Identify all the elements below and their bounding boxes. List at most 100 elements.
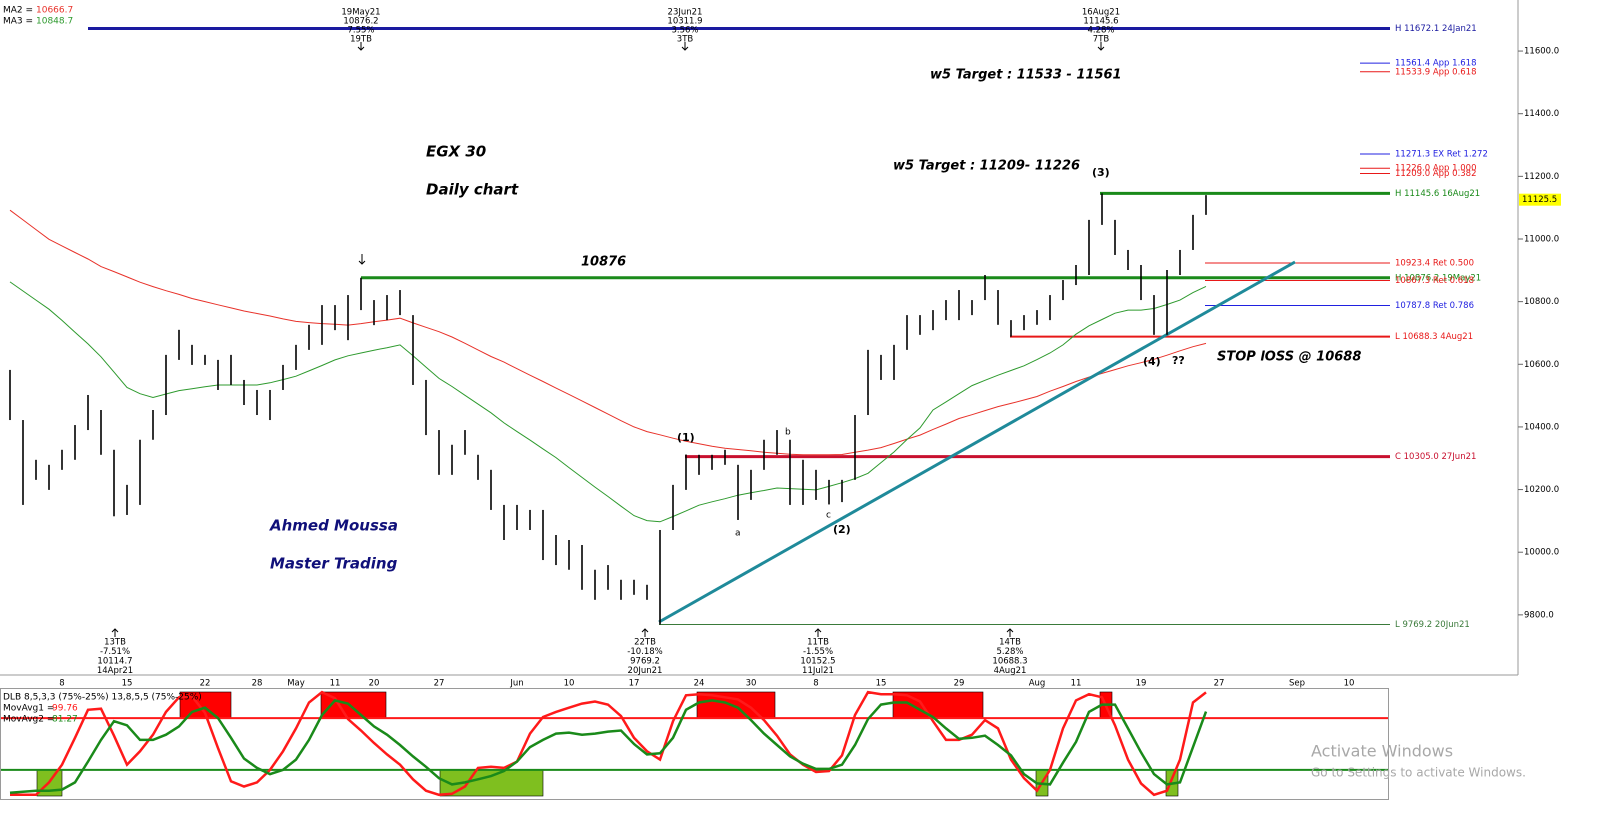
level-label: 11533.9 App 0.618 xyxy=(1395,67,1477,77)
chart-subtitle: Daily chart xyxy=(426,181,519,199)
pivot-high-label: 3.56% xyxy=(671,26,698,36)
pivot-low-label: -1.55% xyxy=(803,647,833,657)
level-label: 10867.3 Ret 0.618 xyxy=(1395,276,1474,286)
level-label: 11226.0 App 1.000 xyxy=(1395,164,1477,174)
y-tick-label: 11400.0 xyxy=(1524,109,1559,119)
pivot-high-label: 10311.9 xyxy=(667,17,702,27)
pivot-low-label: 10114.7 xyxy=(97,657,132,667)
pivot-high-label: 3TB xyxy=(677,35,694,45)
pivot-high-label: 16Aug21 xyxy=(1082,8,1120,18)
stop-note: STOP lOSS @ 10688 xyxy=(1217,350,1361,365)
pivot-low-label: -10.18% xyxy=(627,647,662,657)
watermark-subtitle: Go to Settings to activate Windows. xyxy=(1311,766,1526,780)
arrow-down xyxy=(357,42,365,51)
pivot-low-label: 10152.5 xyxy=(800,657,835,667)
pivot-low-label: 4Aug21 xyxy=(994,666,1027,676)
x-tick-label: Aug xyxy=(1029,679,1046,689)
x-tick-label: 8 xyxy=(59,679,64,689)
oscillator-legend-label: MovAvg1 = xyxy=(3,704,54,714)
pivot-low-label: 22TB xyxy=(634,638,656,648)
y-tick-label: 11000.0 xyxy=(1524,234,1559,244)
x-tick-label: 15 xyxy=(122,679,133,689)
arrow-up xyxy=(1006,628,1014,637)
arrow-down xyxy=(681,42,689,51)
pivot-low-label: 11Jul21 xyxy=(802,666,834,676)
level-label: 11271.3 EX Ret 1.272 xyxy=(1395,150,1488,160)
level-label: H 11145.6 16Aug21 xyxy=(1395,189,1480,199)
target-note: w5 Target : 11209- 11226 xyxy=(893,159,1080,174)
author: Ahmed Moussa xyxy=(269,517,398,535)
arrow-down xyxy=(358,254,366,265)
brand: Master Trading xyxy=(270,555,398,573)
pivot-high-label: 4.28% xyxy=(1087,26,1114,36)
pivot-low-label: 5.28% xyxy=(996,647,1023,657)
oscillator-frame xyxy=(0,688,1389,800)
oscillator-line xyxy=(9,699,1208,794)
y-tick-label: 10400.0 xyxy=(1524,422,1559,432)
x-tick-label: Sep xyxy=(1289,679,1305,689)
x-tick-label: 17 xyxy=(629,679,640,689)
axes: 9800.0 10000.0 10200.0 10400.0 10600.0 10800.… xyxy=(3,6,1561,689)
pivot-high-label: 7TB xyxy=(1093,35,1110,45)
oscillator-line xyxy=(10,690,1207,797)
annotations: EGX 30 Daily chart Ahmed Moussa Master T… xyxy=(3,68,1526,780)
pivot-high-label: 23Jun21 xyxy=(668,8,703,18)
levels: H 11672.1 24Jan21 11561.4 App 1.61811533.… xyxy=(88,24,1488,630)
oscillator-legend-value: 99.76 xyxy=(52,704,78,714)
level-label: L 10688.3 4Aug21 xyxy=(1395,332,1473,342)
x-tick-label: 8 xyxy=(813,679,818,689)
pivot-low-label: 9769.2 xyxy=(630,657,660,667)
y-tick-label: 10200.0 xyxy=(1524,485,1559,495)
x-tick-label: 29 xyxy=(954,679,965,689)
level-label: 11561.4 App 1.618 xyxy=(1395,59,1477,69)
level-label: H 11672.1 24Jan21 xyxy=(1395,24,1477,34)
level-label: H 10876.2 19May21 xyxy=(1395,273,1481,283)
oscillator-legend-label: MovAvg2 = xyxy=(3,715,54,725)
frame xyxy=(0,0,1519,800)
x-tick-label: 24 xyxy=(694,679,705,689)
x-tick-label: 22 xyxy=(200,679,211,689)
level-label: C 10305.0 27Jun21 xyxy=(1395,452,1476,462)
y-tick-label: 10800.0 xyxy=(1524,297,1559,307)
wave-label: (2) xyxy=(833,523,851,536)
trendline xyxy=(658,260,1296,624)
last-price-label: 11125.5 xyxy=(1522,195,1557,205)
arrow-down xyxy=(1097,42,1105,51)
arrow-up xyxy=(814,628,822,637)
pivot-low-label: 14Apr21 xyxy=(97,666,133,676)
pivot-low-label: 10688.3 xyxy=(992,657,1027,667)
pivot-high-label: 19May21 xyxy=(341,8,380,18)
x-tick-label: 11 xyxy=(1071,679,1082,689)
wave-label: (1) xyxy=(677,431,695,444)
x-tick-label: Jun xyxy=(509,679,523,689)
pivot-low-label: -7.51% xyxy=(100,647,130,657)
y-tick-label: 10600.0 xyxy=(1524,360,1559,370)
wave-label: c xyxy=(826,511,831,521)
wave-label: (4) xyxy=(1143,355,1161,368)
arrow-up xyxy=(111,628,119,637)
oscillator-legend-value: 81.27 xyxy=(52,715,78,725)
wave-label: a xyxy=(735,529,741,539)
moving-average-line xyxy=(9,209,1207,456)
pivot-low-label: 13TB xyxy=(104,638,126,648)
pivot-low-label: 11TB xyxy=(807,638,829,648)
x-tick-label: 15 xyxy=(876,679,887,689)
x-tick-label: 10 xyxy=(564,679,575,689)
level-label: 10787.8 Ret 0.786 xyxy=(1395,301,1474,311)
pivot-high-label: 11145.6 xyxy=(1083,17,1118,27)
level-label: L 9769.2 20Jun21 xyxy=(1395,620,1470,630)
x-tick-label: 20 xyxy=(369,679,380,689)
chart-title: EGX 30 xyxy=(426,143,486,161)
y-tick-label: 9800.0 xyxy=(1524,610,1554,620)
pivot-low-label: 20Jun21 xyxy=(628,666,663,676)
moving-averages xyxy=(9,209,1207,523)
x-tick-label: 19 xyxy=(1136,679,1147,689)
moving-average-line xyxy=(9,281,1207,523)
pivot-low-label: 14TB xyxy=(999,638,1021,648)
legend-value: 10666.7 xyxy=(36,6,73,16)
